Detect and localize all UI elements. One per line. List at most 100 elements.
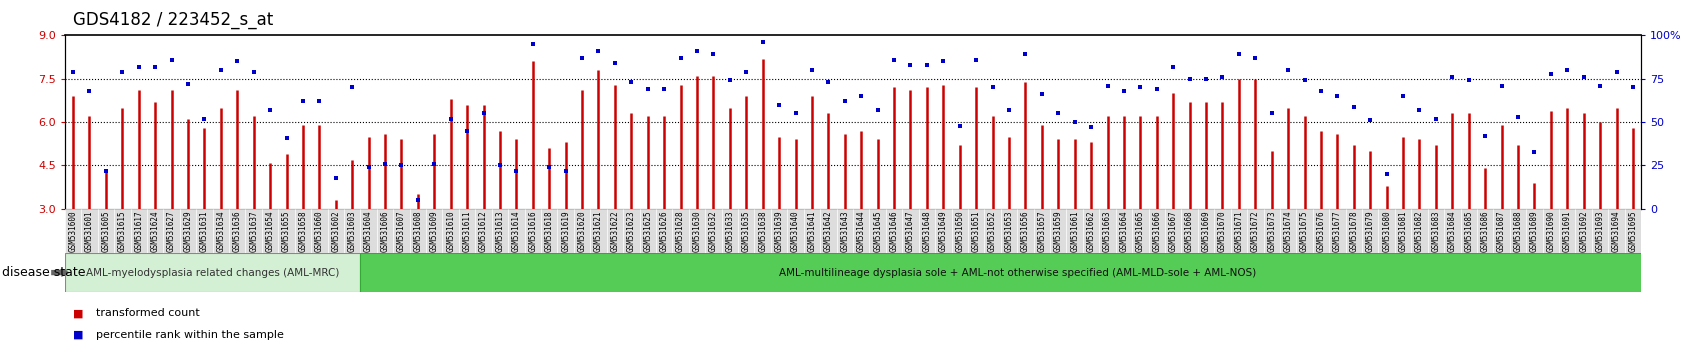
Point <box>1487 83 1514 88</box>
Text: GSM531609: GSM531609 <box>430 210 438 252</box>
Text: GSM531642: GSM531642 <box>824 210 832 252</box>
Text: GSM531653: GSM531653 <box>1004 210 1013 252</box>
Text: GSM531639: GSM531639 <box>774 210 783 252</box>
Bar <box>1296 209 1311 253</box>
Text: GSM531614: GSM531614 <box>512 210 520 252</box>
Text: GSM531659: GSM531659 <box>1054 210 1062 252</box>
Point <box>1454 78 1482 83</box>
Text: AML-myelodysplasia related changes (AML-MRC): AML-myelodysplasia related changes (AML-… <box>85 268 339 278</box>
Text: GSM531690: GSM531690 <box>1545 210 1555 252</box>
Bar <box>360 253 1673 292</box>
Text: GSM531661: GSM531661 <box>1069 210 1079 252</box>
Point <box>748 40 776 45</box>
Point <box>454 128 481 133</box>
Text: GSM531625: GSM531625 <box>643 210 651 252</box>
Point <box>1209 74 1236 80</box>
Text: GSM531666: GSM531666 <box>1151 210 1161 252</box>
Bar <box>1001 209 1016 253</box>
Point <box>1603 69 1630 75</box>
Bar <box>622 209 639 253</box>
Point <box>75 88 102 94</box>
Text: GSM531601: GSM531601 <box>85 210 94 252</box>
Text: GSM531602: GSM531602 <box>331 210 339 252</box>
Bar <box>1492 209 1509 253</box>
Point <box>1405 107 1432 113</box>
Bar <box>1279 209 1296 253</box>
Point <box>1340 104 1367 109</box>
Point <box>634 86 662 92</box>
Text: GSM531670: GSM531670 <box>1217 210 1226 252</box>
Bar <box>1016 209 1033 253</box>
Text: GSM531672: GSM531672 <box>1250 210 1258 252</box>
Bar <box>573 209 590 253</box>
Point <box>109 69 136 75</box>
Bar <box>1066 209 1083 253</box>
Bar <box>902 209 917 253</box>
Point <box>1422 116 1449 121</box>
Bar <box>1098 209 1115 253</box>
Text: GSM531686: GSM531686 <box>1480 210 1488 252</box>
Text: GSM531610: GSM531610 <box>447 210 455 252</box>
Point <box>338 85 365 90</box>
Point <box>191 116 218 121</box>
Bar <box>1459 209 1477 253</box>
Text: GSM531656: GSM531656 <box>1020 210 1030 252</box>
Text: GSM531607: GSM531607 <box>397 210 406 252</box>
Text: GSM531616: GSM531616 <box>529 210 537 252</box>
Point <box>1110 88 1137 94</box>
Point <box>290 98 317 104</box>
Bar <box>967 209 984 253</box>
Text: GSM531636: GSM531636 <box>232 210 242 252</box>
Point <box>1504 114 1531 120</box>
Bar <box>1083 209 1098 253</box>
Point <box>667 55 694 61</box>
Point <box>1323 93 1350 99</box>
Bar <box>179 209 196 253</box>
Point <box>124 64 152 69</box>
Text: GSM531676: GSM531676 <box>1316 210 1325 252</box>
Text: GSM531691: GSM531691 <box>1562 210 1570 252</box>
Text: GSM531662: GSM531662 <box>1086 210 1095 252</box>
Point <box>585 48 612 54</box>
Bar <box>1345 209 1361 253</box>
Text: GSM531615: GSM531615 <box>118 210 126 252</box>
Bar <box>442 209 459 253</box>
Point <box>897 62 924 68</box>
Text: GSM531675: GSM531675 <box>1299 210 1308 252</box>
Text: GSM531667: GSM531667 <box>1168 210 1176 252</box>
Point <box>404 198 431 203</box>
Bar <box>1132 209 1147 253</box>
Text: GSM531651: GSM531651 <box>972 210 980 252</box>
Text: GSM531663: GSM531663 <box>1103 210 1112 252</box>
Bar <box>295 209 310 253</box>
Text: GSM531657: GSM531657 <box>1037 210 1045 252</box>
Text: GSM531681: GSM531681 <box>1398 210 1407 252</box>
Text: GSM531604: GSM531604 <box>363 210 373 252</box>
Text: GSM531679: GSM531679 <box>1366 210 1374 252</box>
Point <box>535 164 563 170</box>
Point <box>436 116 464 121</box>
Point <box>912 62 939 68</box>
Point <box>946 123 974 129</box>
Text: GSM531623: GSM531623 <box>626 210 636 252</box>
Point <box>1536 71 1563 76</box>
Bar <box>213 209 228 253</box>
Point <box>1291 78 1318 83</box>
Text: GSM531643: GSM531643 <box>841 210 849 252</box>
Text: GSM531677: GSM531677 <box>1332 210 1342 252</box>
Bar <box>835 209 852 253</box>
Bar <box>278 209 295 253</box>
Point <box>1011 52 1038 57</box>
Text: GSM531646: GSM531646 <box>888 210 899 252</box>
Bar <box>1608 209 1623 253</box>
Bar <box>1049 209 1066 253</box>
Bar <box>1477 209 1492 253</box>
Text: GSM531678: GSM531678 <box>1349 210 1357 252</box>
Text: GSM531612: GSM531612 <box>479 210 488 252</box>
Bar <box>1361 209 1378 253</box>
Point <box>1388 93 1415 99</box>
Text: GSM531640: GSM531640 <box>791 210 800 252</box>
Bar <box>870 209 885 253</box>
Bar <box>1442 209 1459 253</box>
Point <box>273 135 300 141</box>
